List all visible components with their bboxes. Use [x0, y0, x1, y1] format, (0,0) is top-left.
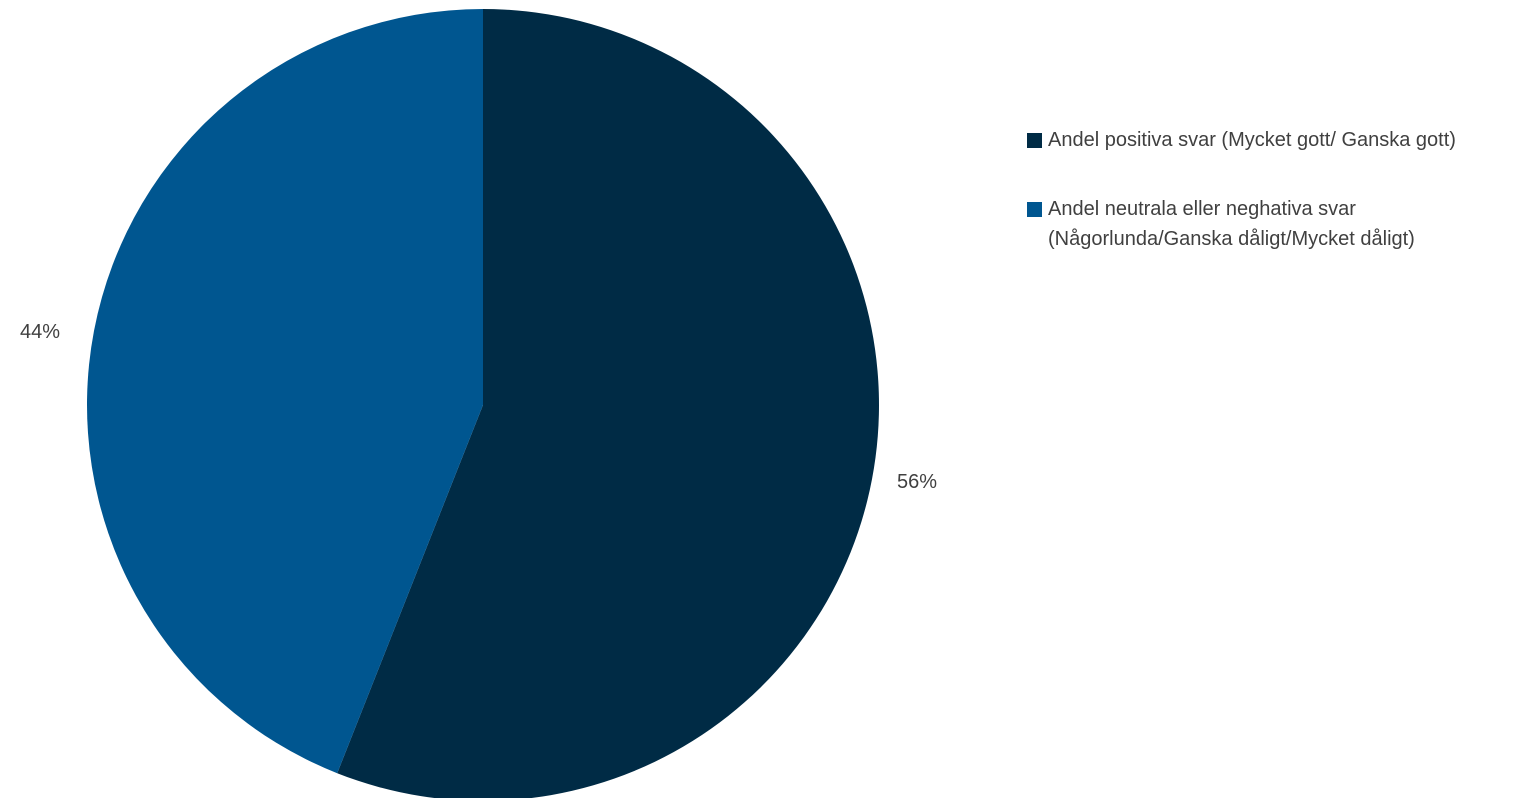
data-label-positive: 56% — [897, 471, 937, 493]
legend-item-positive[interactable]: Andel positiva svar (Mycket gott/ Ganska… — [1027, 128, 1527, 155]
legend-label-positive: Andel positiva svar (Mycket gott/ Ganska… — [1048, 129, 1456, 151]
legend-swatch-positive — [1027, 133, 1042, 148]
legend-label-neutral-negative: Andel neutrala eller neghativa svar (Någ… — [1048, 198, 1415, 250]
data-label-neutral-negative: 44% — [20, 321, 60, 343]
legend-item-neutral-negative[interactable]: Andel neutrala eller neghativa svar (Någ… — [1027, 197, 1527, 254]
pie-slice-neutral-negative[interactable] — [87, 9, 484, 774]
legend-swatch-neutral-negative — [1027, 202, 1042, 217]
pie-slice-positive[interactable] — [337, 9, 880, 798]
legend: Andel positiva svar (Mycket gott/ Ganska… — [1027, 128, 1527, 296]
